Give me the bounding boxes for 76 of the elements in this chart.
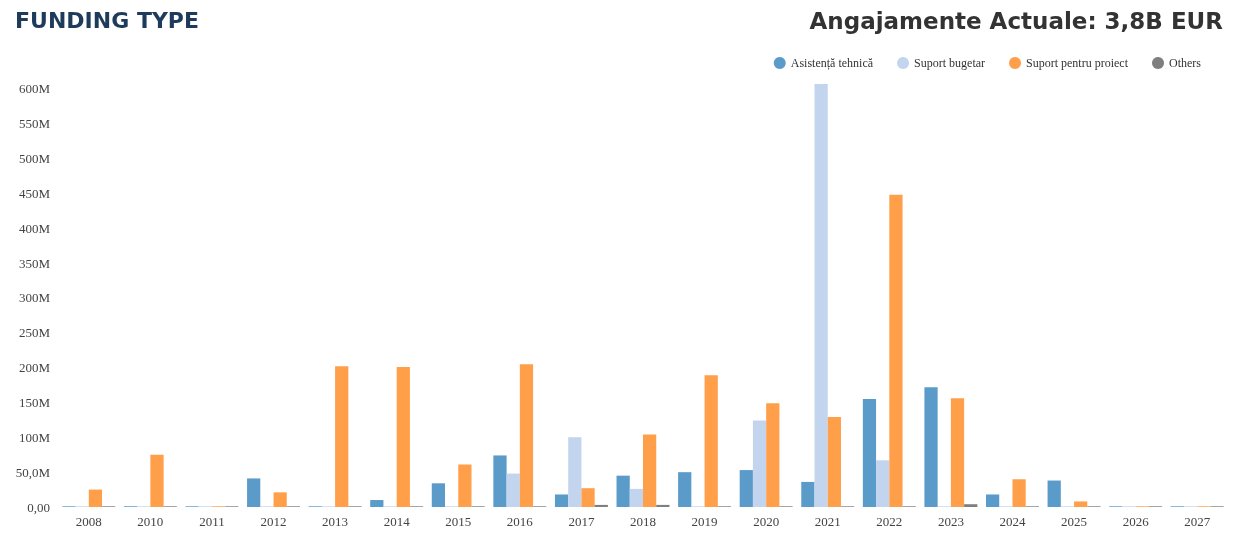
bar (964, 504, 978, 507)
bar (643, 434, 657, 507)
x-tick-label: 2022 (876, 514, 903, 529)
bar (396, 366, 410, 507)
legend-label: Suport pentru proiect (1026, 56, 1129, 70)
y-tick-label: 300M (18, 290, 51, 306)
x-tick-label: 2014 (383, 514, 411, 529)
bar (889, 194, 903, 507)
x-tick-label: 2011 (199, 514, 225, 529)
bar (458, 464, 472, 507)
bar (862, 399, 877, 507)
bar (950, 398, 965, 507)
y-tick-label: 500M (18, 151, 51, 167)
bar (1047, 480, 1061, 507)
x-tick-label: 2016 (506, 514, 534, 529)
y-tick-label: 400M (18, 220, 51, 236)
x-tick-label: 2023 (937, 514, 964, 529)
x-tick-label: 2017 (568, 514, 595, 529)
bar (1012, 479, 1026, 507)
x-tick-label: 2008 (75, 514, 102, 529)
bar (493, 455, 507, 507)
legend-label: Asistență tehnică (790, 56, 874, 70)
bar (656, 504, 670, 507)
bar (924, 387, 938, 507)
x-tick-label: 2024 (999, 514, 1026, 529)
bar (752, 420, 767, 507)
y-tick-label: 200M (18, 360, 51, 376)
bar (581, 488, 595, 507)
y-tick-label: 150M (18, 394, 51, 410)
bar (247, 478, 261, 507)
bar (88, 489, 103, 507)
x-tick-label: 2013 (322, 514, 349, 529)
bar (678, 472, 692, 507)
x-tick-label: 2026 (1122, 514, 1150, 529)
bar (370, 500, 384, 507)
y-tick-label: 250M (18, 325, 51, 341)
bar (766, 403, 780, 507)
bar (568, 437, 582, 507)
x-tick-label: 2020 (753, 514, 780, 529)
bar (273, 492, 287, 507)
bar (554, 494, 569, 507)
bar (616, 475, 630, 507)
x-tick-label: 2015 (445, 514, 472, 529)
x-tick-label: 2018 (630, 514, 656, 529)
bar (629, 488, 643, 507)
y-tick-label: 0,00 (27, 499, 50, 515)
x-tick-label: 2019 (691, 514, 718, 529)
bar (519, 364, 534, 507)
bar (431, 483, 446, 507)
y-tick-label: 600M (18, 81, 51, 97)
bar (876, 460, 890, 507)
bar (1074, 501, 1088, 507)
x-tick-label: 2010 (137, 514, 164, 529)
bar (985, 494, 1000, 507)
chart-title: FUNDING TYPE (15, 7, 199, 33)
bar (814, 84, 828, 507)
y-tick-label: 350M (18, 255, 51, 271)
bar (801, 481, 815, 507)
x-tick-label: 2012 (260, 514, 287, 529)
bar (704, 375, 718, 507)
legend-label: Others (1169, 56, 1202, 70)
y-tick-label: 100M (18, 429, 51, 445)
x-tick-label: 2025 (1061, 514, 1088, 529)
y-tick-label: 450M (18, 185, 51, 201)
y-tick-label: 50,0M (15, 464, 51, 480)
chart-subtitle: Angajamente Actuale: 3,8B EUR (809, 7, 1224, 34)
bar (739, 470, 753, 507)
bar (594, 504, 608, 507)
x-tick-label: 2027 (1184, 514, 1211, 529)
bar (827, 417, 841, 507)
legend-label: Suport bugetar (914, 56, 986, 70)
bar (335, 366, 349, 507)
x-tick-label: 2021 (814, 514, 841, 529)
bar (150, 454, 164, 507)
bar (506, 473, 520, 507)
y-tick-label: 550M (18, 116, 51, 132)
